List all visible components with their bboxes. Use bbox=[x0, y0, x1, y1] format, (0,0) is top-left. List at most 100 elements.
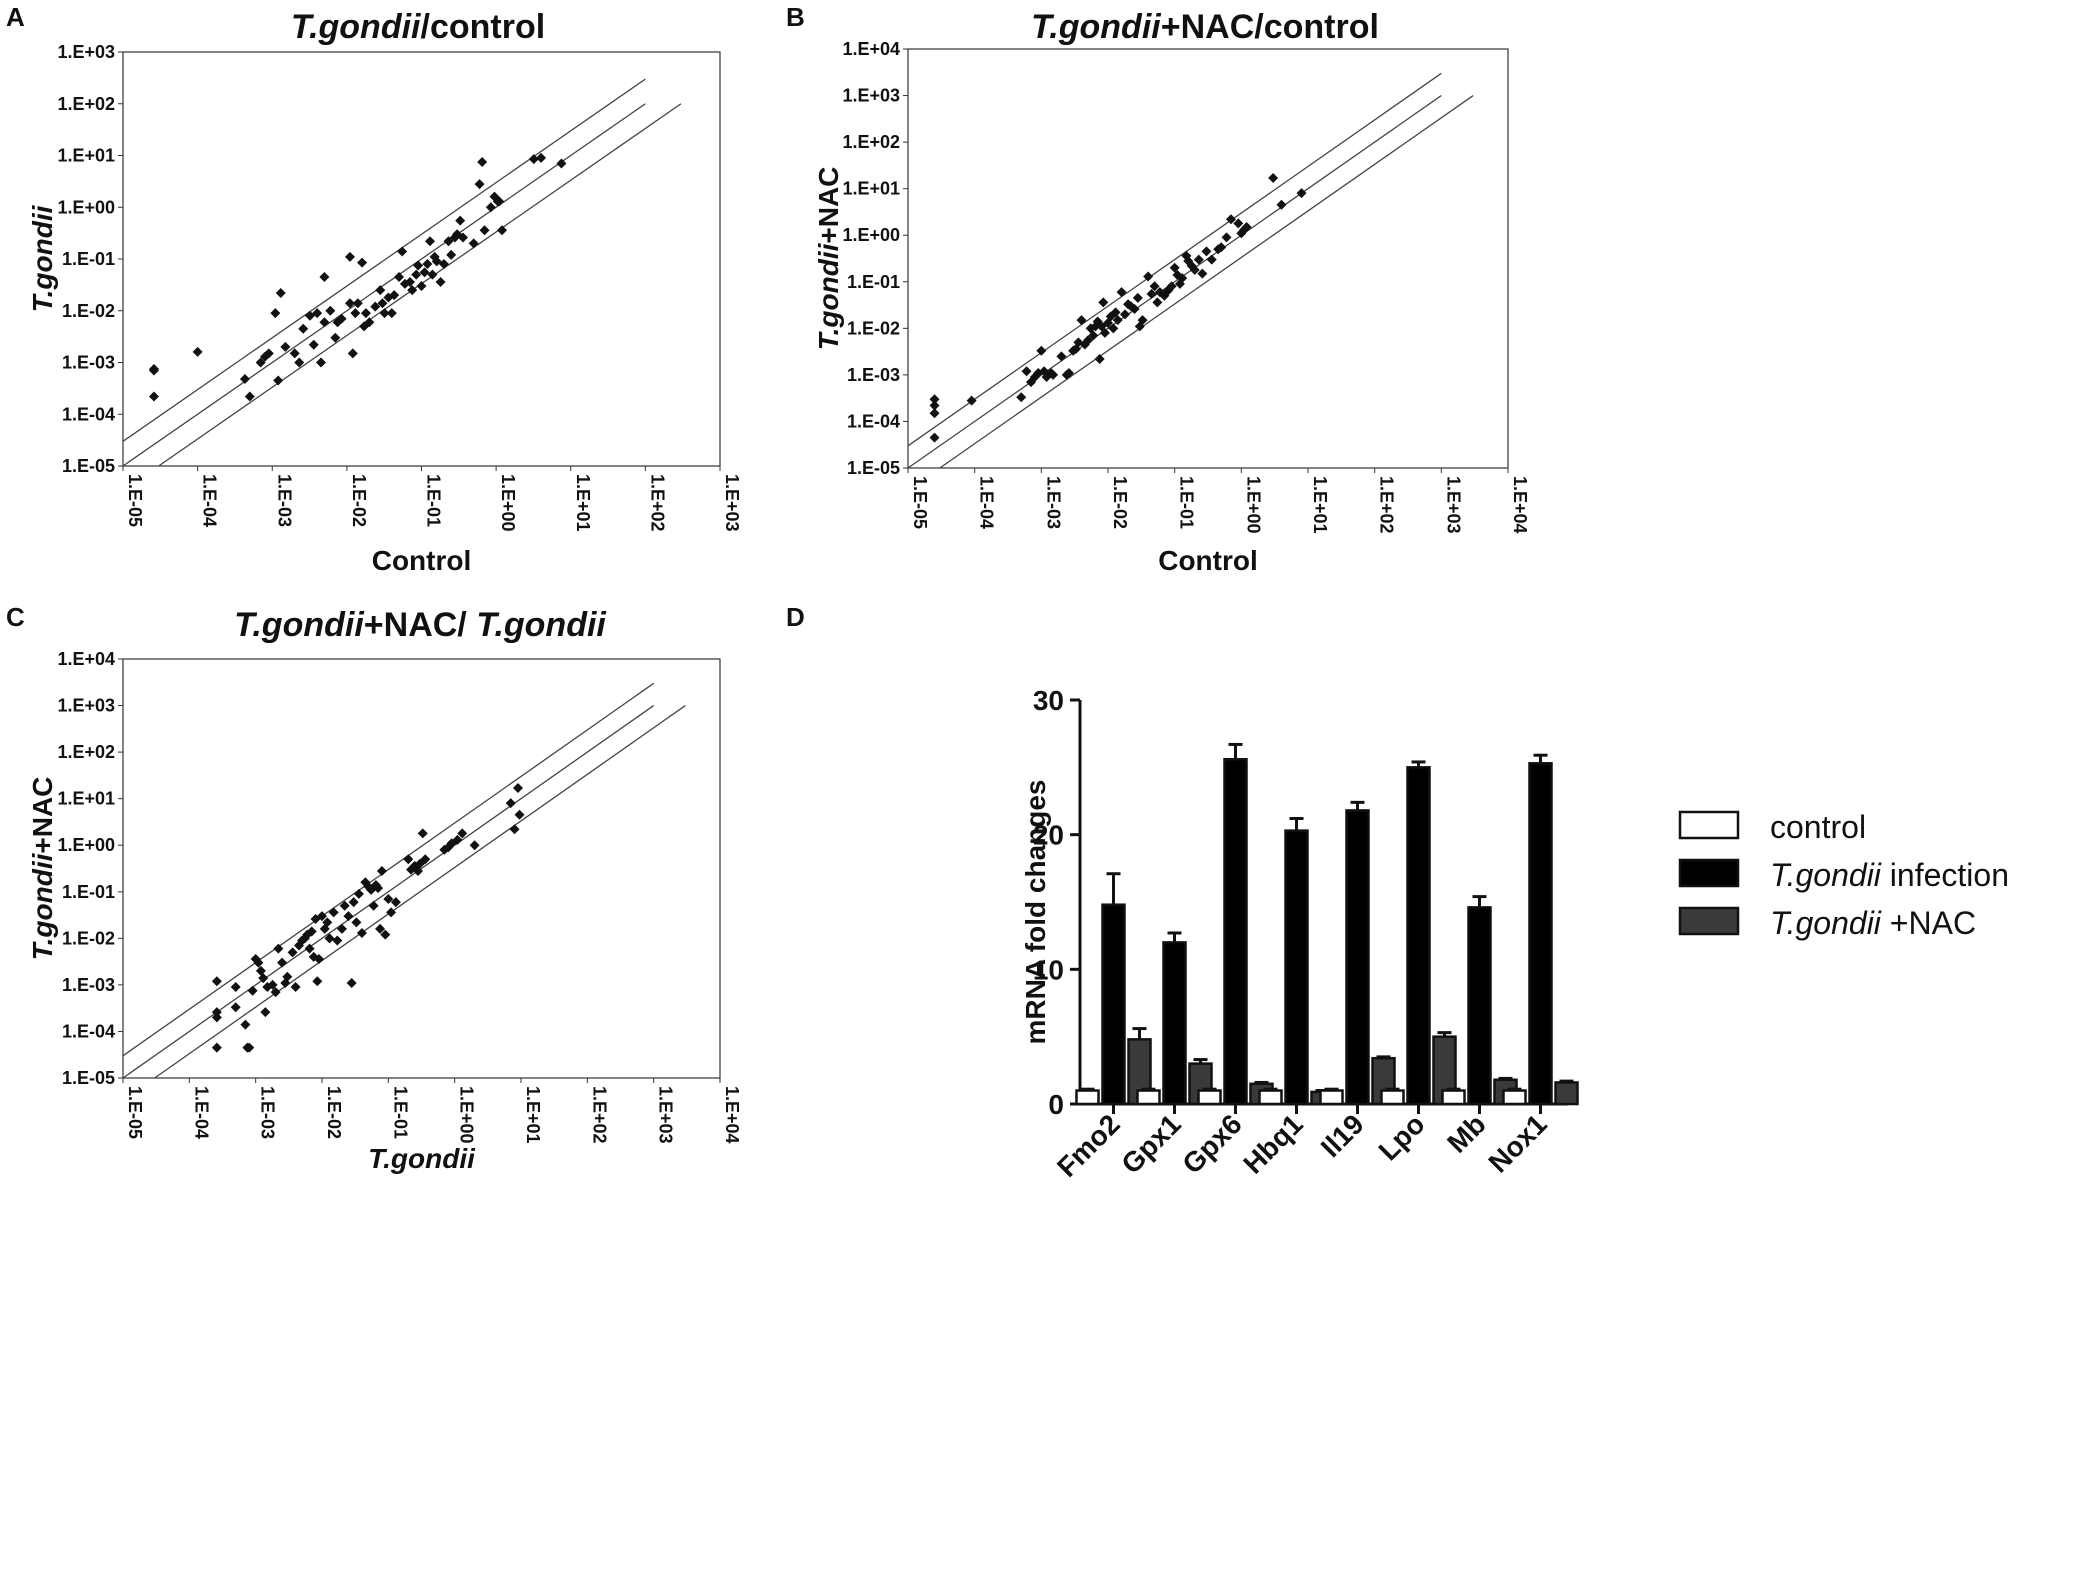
panel-a: 1.E-05 1.E-04 1.E-03 1.E-02 1.E-01 1.E+00 1.E+… bbox=[6, 2, 742, 576]
data-point bbox=[1181, 250, 1192, 261]
data-point bbox=[427, 269, 438, 280]
y-tick-label: 1.E+04 bbox=[57, 649, 115, 669]
data-point bbox=[383, 893, 394, 904]
data-point bbox=[1276, 199, 1287, 210]
data-point bbox=[438, 259, 449, 270]
y-tick-label: 1.E-04 bbox=[847, 411, 900, 431]
panel-b: 1.E-05 1.E-04 1.E-03 1.E-02 1.E-01 1.E+00 1.E+… bbox=[786, 2, 1530, 576]
chart-title: T.gondii/control bbox=[291, 8, 545, 46]
bar bbox=[1075, 1089, 1100, 1106]
data-point bbox=[435, 276, 446, 287]
data-point bbox=[1193, 254, 1204, 265]
data-point bbox=[1268, 172, 1279, 183]
data-point bbox=[273, 375, 284, 386]
data-point bbox=[477, 156, 488, 167]
y-tick-label: 1.E-05 bbox=[62, 1068, 115, 1088]
legend-rest-part: +NAC bbox=[1881, 905, 1976, 941]
data-point bbox=[346, 977, 357, 988]
legend-label: T.gondii infection bbox=[1770, 857, 2009, 893]
data-point bbox=[357, 257, 368, 268]
data-point bbox=[417, 828, 428, 839]
data-point bbox=[290, 982, 301, 993]
data-point bbox=[425, 236, 436, 247]
x-tick-label: 1.E+00 bbox=[457, 1086, 477, 1144]
data-point bbox=[452, 834, 463, 845]
data-point bbox=[386, 907, 397, 918]
reference-line bbox=[122, 705, 655, 1079]
data-point bbox=[1082, 335, 1093, 346]
reference-line bbox=[122, 682, 655, 1057]
data-point bbox=[536, 152, 547, 163]
data-point bbox=[360, 308, 371, 319]
x-tick-label: 1.E+04 bbox=[722, 1086, 742, 1144]
data-point bbox=[485, 202, 496, 213]
data-point bbox=[375, 923, 386, 934]
data-point bbox=[275, 288, 286, 299]
y-tick-label: 1.E-03 bbox=[62, 975, 115, 995]
data-point bbox=[294, 357, 305, 368]
x-tick-label: 1.E+04 bbox=[1510, 476, 1530, 534]
y-tick-label: 1.E+03 bbox=[57, 42, 115, 62]
y-tick-label: 1.E+02 bbox=[57, 742, 115, 762]
bar bbox=[1406, 766, 1431, 1106]
data-point bbox=[403, 854, 414, 865]
y-tick-label: 1.E-01 bbox=[62, 249, 115, 269]
data-point bbox=[1189, 264, 1200, 275]
data-point bbox=[474, 179, 485, 190]
data-point bbox=[416, 281, 427, 292]
data-point bbox=[443, 236, 454, 247]
data-point bbox=[148, 391, 159, 402]
data-point bbox=[422, 259, 433, 270]
data-point bbox=[390, 897, 401, 908]
data-point bbox=[282, 971, 293, 982]
data-point bbox=[1241, 222, 1252, 233]
data-point bbox=[1233, 218, 1244, 229]
data-point bbox=[1197, 268, 1208, 279]
y-tick-label: 1.E+03 bbox=[842, 86, 900, 106]
y-tick-label: 1.E+02 bbox=[57, 94, 115, 114]
y-label-italic-part: T.gondii bbox=[27, 852, 58, 960]
x-tick-label: 1.E+02 bbox=[1377, 476, 1397, 534]
data-point bbox=[509, 824, 520, 835]
y-tick-label: 1.E+03 bbox=[57, 696, 115, 716]
x-tick-label: 1.E+03 bbox=[722, 474, 742, 532]
data-point bbox=[528, 154, 539, 165]
data-point bbox=[929, 400, 940, 411]
data-point bbox=[929, 432, 940, 443]
reference-line bbox=[907, 95, 1442, 469]
data-point bbox=[322, 917, 333, 928]
data-point bbox=[556, 158, 567, 169]
data-point bbox=[336, 313, 347, 324]
y-tick-label: 1.E-03 bbox=[62, 353, 115, 373]
x-tick-label: 1.E+00 bbox=[1243, 476, 1263, 534]
data-point bbox=[469, 840, 480, 851]
data-point bbox=[1149, 281, 1160, 292]
y-axis-label: T.gondii+NAC bbox=[27, 777, 58, 961]
data-point bbox=[1132, 292, 1143, 303]
y-tick-label: 1.E-05 bbox=[62, 456, 115, 476]
data-point bbox=[1063, 367, 1074, 378]
data-point bbox=[330, 332, 341, 343]
data-point bbox=[1221, 232, 1232, 243]
data-point bbox=[317, 911, 327, 922]
x-tick-label: 1.E-02 bbox=[349, 474, 369, 527]
bar bbox=[1223, 758, 1248, 1106]
data-point bbox=[352, 298, 363, 309]
data-point bbox=[1146, 288, 1157, 299]
data-point bbox=[230, 1002, 241, 1013]
data-point bbox=[386, 308, 397, 319]
data-point bbox=[211, 1007, 222, 1018]
x-tick-label: 1.E-01 bbox=[1177, 476, 1197, 529]
legend-swatch bbox=[1678, 858, 1740, 888]
x-tick-label: 1.E-04 bbox=[200, 474, 220, 527]
data-point bbox=[339, 900, 350, 911]
legend-rest-part: control bbox=[1770, 809, 1866, 845]
y-tick-label: 1.E+01 bbox=[842, 179, 900, 199]
data-point bbox=[1048, 369, 1059, 380]
data-point bbox=[211, 1042, 222, 1053]
data-point bbox=[370, 301, 381, 312]
data-point bbox=[505, 798, 516, 809]
bar bbox=[1284, 829, 1309, 1106]
data-point bbox=[270, 308, 281, 319]
data-point bbox=[1036, 345, 1047, 356]
